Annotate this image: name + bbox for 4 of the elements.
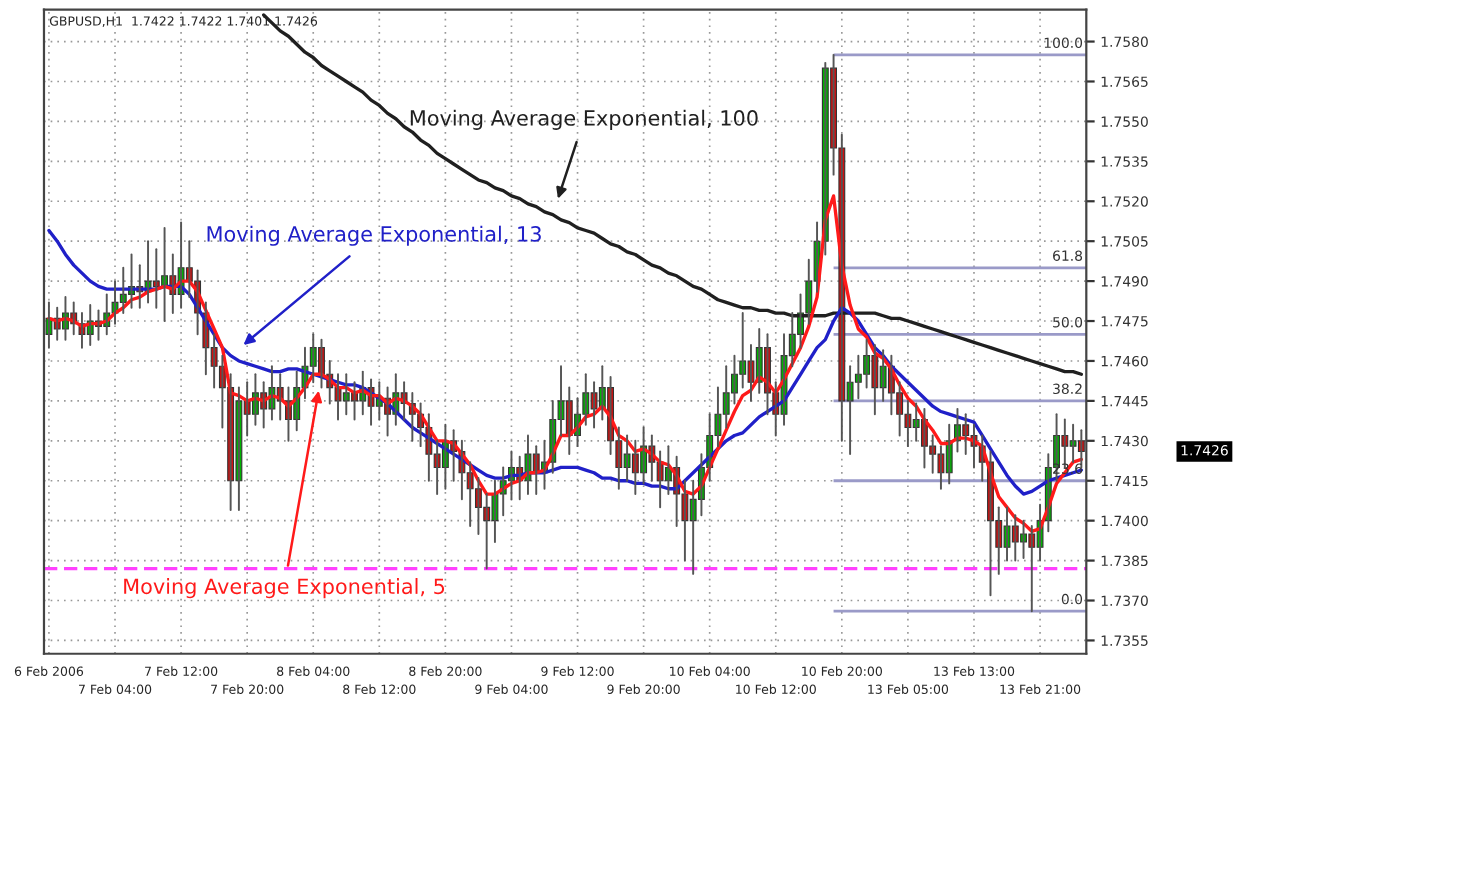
series-label: Moving Average Exponential, 100: [410, 109, 758, 130]
line-series: [47, 228, 1084, 496]
text: Moving Average Exponential, 5: [124, 578, 445, 599]
text: Moving Average Exponential, 13: [207, 225, 541, 246]
